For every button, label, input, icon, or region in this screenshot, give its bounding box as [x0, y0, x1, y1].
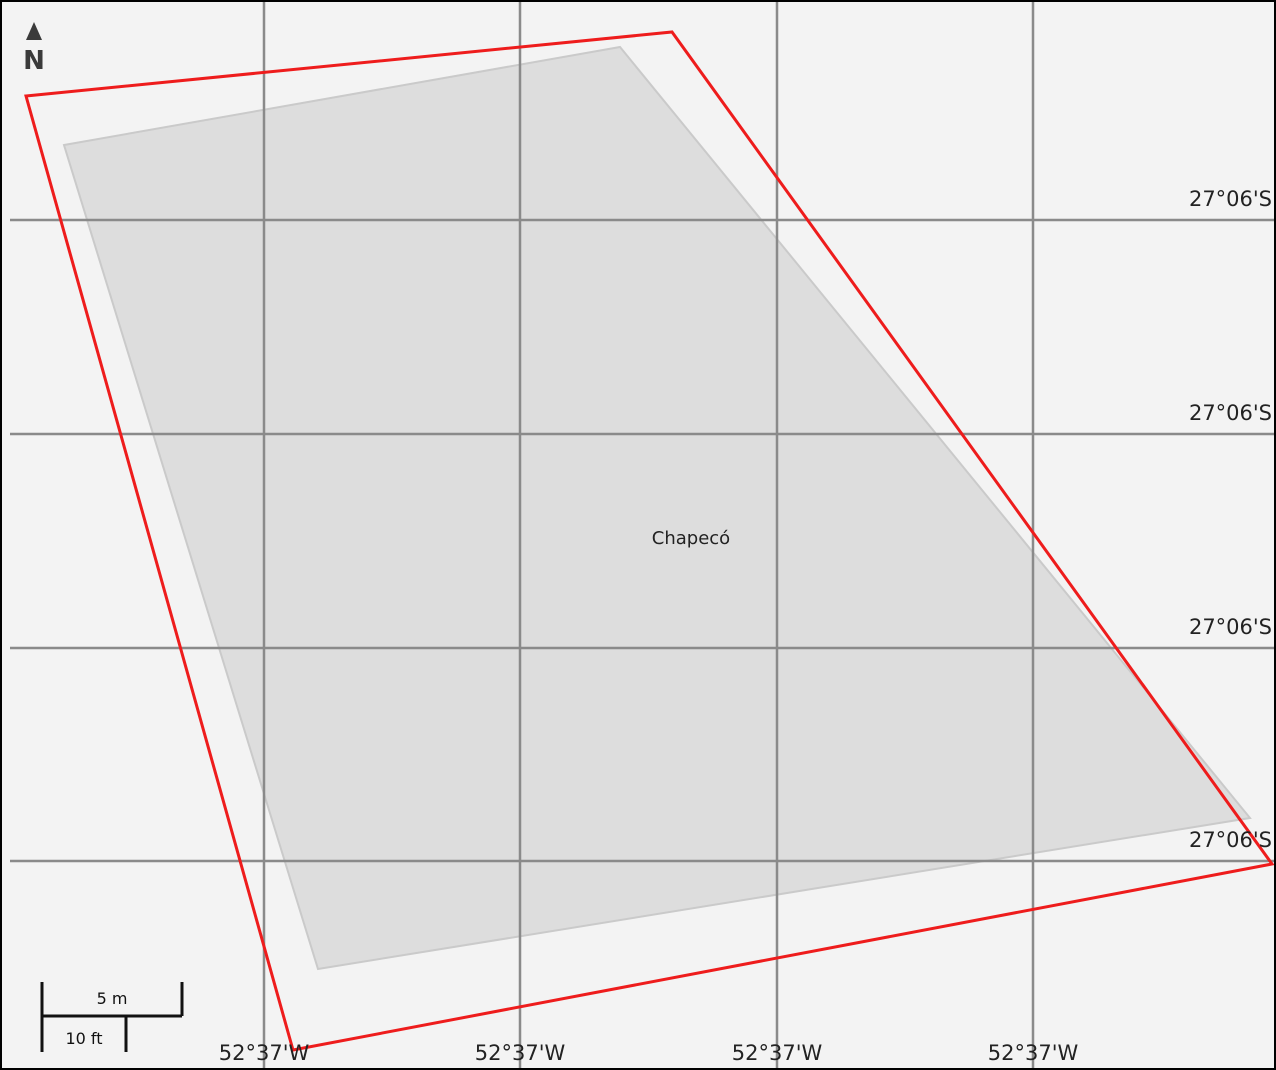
latitude-label: 27°06'S	[1189, 187, 1272, 211]
place-label: Chapecó	[652, 528, 730, 549]
latitude-label: 27°06'S	[1189, 401, 1272, 425]
latitude-label: 27°06'S	[1189, 615, 1272, 639]
longitude-label: 52°37'W	[219, 1041, 310, 1065]
longitude-label: 52°37'W	[732, 1041, 823, 1065]
longitude-label: 52°37'W	[475, 1041, 566, 1065]
parcel-area[interactable]	[62, 45, 1252, 971]
longitude-label: 52°37'W	[988, 1041, 1079, 1065]
latitude-label: 27°06'S	[1189, 828, 1272, 852]
boundary-outline[interactable]	[24, 30, 1274, 1052]
north-arrow-label: N	[23, 46, 45, 76]
north-arrow-icon: N	[23, 22, 45, 76]
scale-label-imperial: 10 ft	[65, 1029, 102, 1048]
scale-label-metric: 5 m	[97, 989, 128, 1008]
scale-bar	[40, 982, 184, 1052]
